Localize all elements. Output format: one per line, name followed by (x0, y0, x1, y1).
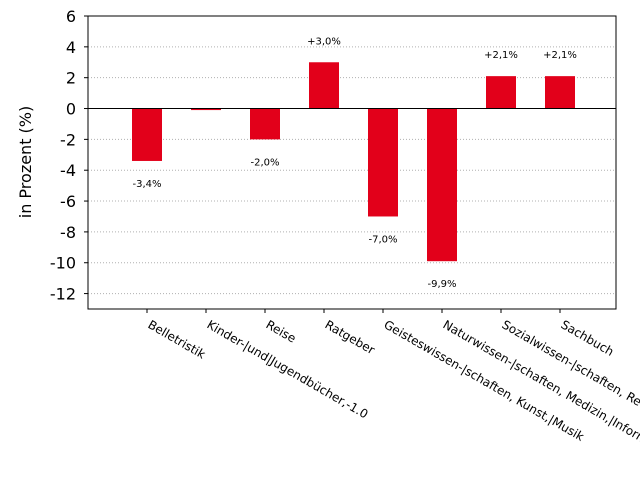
bar (191, 108, 221, 111)
y-tick-label: 2 (66, 69, 76, 88)
bar (486, 76, 516, 109)
data-label: -9,9% (427, 279, 456, 290)
bar (250, 108, 280, 140)
plot-frame (87, 15, 617, 310)
y-tick-label: 4 (66, 38, 76, 57)
grid-lines (88, 15, 616, 295)
data-label: -3,4% (132, 179, 161, 190)
bar (545, 76, 575, 109)
x-tick-label: Ratgeber (323, 317, 378, 357)
x-axis: BelletristikKinder-|und|Jugendbücher,-1.… (146, 309, 640, 480)
x-tick-label: Belletristik (146, 317, 208, 361)
y-tick-label: -8 (60, 223, 76, 242)
data-label: -2,0% (250, 157, 279, 168)
y-tick-label: 0 (66, 100, 76, 119)
x-tick-label: Reise (264, 317, 299, 345)
y-tick-label: -12 (50, 285, 76, 304)
data-labels: -3,4% -2,0% +3,0% -7,0% -9,9% +2,1% +2,1% (132, 36, 576, 290)
y-axis: 6 4 2 0 -2 -4 -6 -8 -10 -12 (50, 7, 88, 304)
bars (132, 62, 575, 262)
y-tick-label: -10 (50, 254, 76, 273)
bar (427, 108, 457, 262)
bar (368, 108, 398, 217)
y-tick-label: 6 (66, 7, 76, 26)
y-axis-label: in Prozent (%) (16, 106, 35, 218)
data-label: +2,1% (543, 50, 577, 61)
bar (309, 62, 339, 109)
data-label: +2,1% (484, 50, 518, 61)
y-tick-label: -2 (60, 130, 76, 149)
y-tick-label: -4 (60, 161, 76, 180)
y-tick-label: -6 (60, 192, 76, 211)
data-label: -7,0% (368, 234, 397, 245)
bar (132, 108, 162, 161)
data-label: +3,0% (307, 36, 341, 47)
